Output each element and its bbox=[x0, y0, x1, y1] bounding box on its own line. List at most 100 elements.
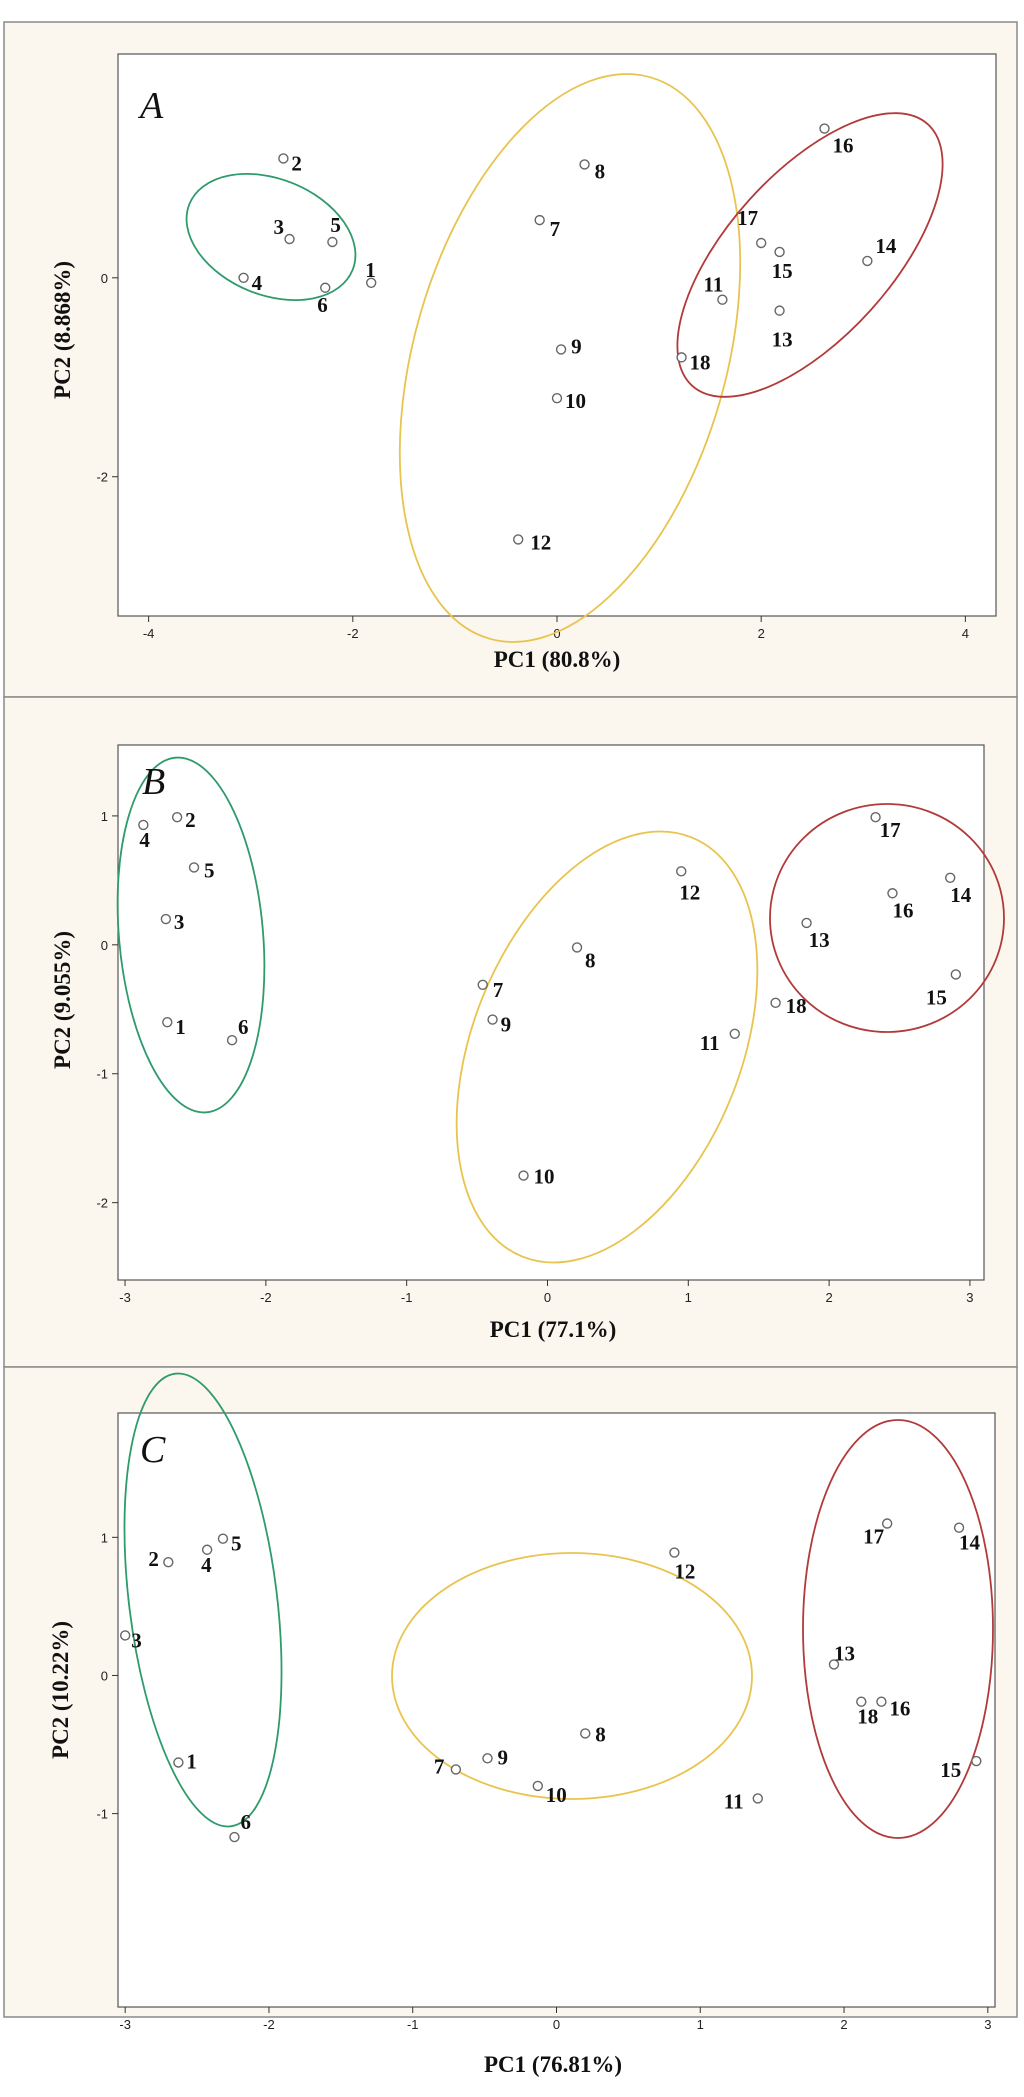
y-tick-label: -2 bbox=[96, 470, 108, 485]
panel-a-cluster-ellipses bbox=[185, 73, 944, 643]
sample-point-label: 17 bbox=[863, 1525, 884, 1549]
sample-point-label: 4 bbox=[201, 1553, 212, 1577]
sample-point-label: 3 bbox=[274, 215, 285, 239]
sample-point-label: 10 bbox=[534, 1165, 555, 1189]
sample-point bbox=[676, 866, 687, 877]
sample-point-label: 8 bbox=[595, 1722, 606, 1746]
sample-point-label: 7 bbox=[434, 1754, 445, 1778]
sample-point bbox=[950, 969, 962, 980]
x-tick-label: 0 bbox=[553, 626, 560, 641]
x-tick-label: -3 bbox=[119, 1290, 131, 1305]
panel-c-cluster-ellipses bbox=[123, 1372, 994, 1839]
sample-point bbox=[162, 1016, 173, 1028]
x-tick-label: 3 bbox=[984, 2017, 991, 2032]
sample-point-label: 2 bbox=[148, 1547, 159, 1571]
sample-point-label: 18 bbox=[690, 350, 711, 374]
sample-point-label: 2 bbox=[291, 151, 302, 175]
panel-b: -3 -2 -1 0 1 2 3-2-101 12345678910111213141516… bbox=[3, 696, 1018, 1368]
sample-point-label: 14 bbox=[875, 234, 897, 258]
x-tick-label: 0 bbox=[544, 1290, 551, 1305]
y-tick-label: 0 bbox=[101, 271, 108, 286]
sample-point-label: 7 bbox=[550, 217, 561, 241]
sample-point bbox=[477, 979, 488, 990]
sample-point bbox=[870, 811, 881, 823]
sample-point-label: 14 bbox=[950, 883, 972, 907]
sample-point bbox=[774, 246, 785, 258]
panel-c-letter: C bbox=[140, 1429, 166, 1471]
panel-b-plot-area bbox=[117, 744, 985, 1281]
sample-point-label: 1 bbox=[175, 1015, 186, 1039]
x-tick-label: 1 bbox=[685, 1290, 692, 1305]
x-tick-label: -2 bbox=[260, 1290, 272, 1305]
cluster-ellipse bbox=[455, 830, 759, 1264]
sample-point bbox=[579, 159, 590, 170]
sample-point bbox=[881, 1518, 893, 1529]
sample-point bbox=[945, 872, 956, 883]
sample-point bbox=[163, 1556, 174, 1568]
sample-point bbox=[819, 123, 830, 134]
sample-point-label: 15 bbox=[940, 1758, 961, 1782]
sample-point bbox=[229, 1831, 240, 1843]
sample-point-label: 5 bbox=[204, 858, 215, 882]
sample-point bbox=[953, 1522, 965, 1533]
cluster-ellipse bbox=[185, 173, 357, 301]
sample-point bbox=[138, 819, 149, 831]
panel-c-ticks: -3 -2 -1 0 1 2 3-101 bbox=[96, 1530, 991, 2032]
panel-c-x-axis-label: PC1 (76.81%) bbox=[484, 2052, 622, 2077]
sample-point bbox=[532, 1780, 544, 1792]
sample-point bbox=[284, 233, 295, 245]
sample-point bbox=[160, 913, 172, 925]
sample-point-label: 4 bbox=[139, 828, 150, 852]
sample-point bbox=[571, 942, 583, 953]
sample-point bbox=[327, 236, 338, 248]
x-tick-label: -4 bbox=[143, 626, 155, 641]
y-tick-label: -1 bbox=[96, 1067, 108, 1082]
panel-c-y-axis-label: PC2 (10.22%) bbox=[48, 1621, 73, 1759]
sample-point bbox=[887, 888, 898, 899]
cluster-ellipse bbox=[123, 1372, 283, 1828]
sample-point bbox=[752, 1793, 763, 1804]
sample-point-label: 12 bbox=[530, 530, 551, 554]
sample-point-label: 18 bbox=[786, 994, 807, 1018]
cluster-ellipse bbox=[116, 756, 266, 1114]
sample-point-label: 10 bbox=[546, 1783, 567, 1807]
x-tick-label: 2 bbox=[840, 2017, 847, 2032]
sample-point-label: 17 bbox=[737, 206, 758, 230]
sample-point bbox=[238, 272, 249, 284]
sample-point bbox=[828, 1659, 840, 1670]
sample-point bbox=[856, 1696, 867, 1707]
sample-point-label: 1 bbox=[186, 1749, 197, 1773]
sample-point bbox=[580, 1728, 591, 1739]
sample-point-label: 16 bbox=[892, 898, 913, 922]
sample-point bbox=[551, 392, 563, 404]
sample-point-label: 2 bbox=[185, 808, 196, 832]
sample-point bbox=[201, 1544, 213, 1555]
sample-point bbox=[770, 997, 781, 1009]
sample-point-label: 15 bbox=[926, 985, 947, 1009]
sample-point-label: 1 bbox=[365, 258, 376, 282]
x-tick-label: -2 bbox=[263, 2017, 275, 2032]
sample-point bbox=[450, 1764, 462, 1775]
sample-point-label: 16 bbox=[832, 134, 853, 158]
x-tick-label: 4 bbox=[962, 626, 969, 641]
sample-point-label: 6 bbox=[238, 1015, 249, 1039]
panel-a-ticks: -4 -2 0 2 4 -2 0 bbox=[96, 271, 969, 641]
sample-point-label: 18 bbox=[857, 1705, 878, 1729]
sample-point bbox=[876, 1696, 887, 1707]
sample-point-label: 5 bbox=[330, 213, 341, 237]
panel-b-y-axis-label: PC2 (9.055%) bbox=[50, 931, 75, 1069]
x-tick-label: 1 bbox=[697, 2017, 704, 2032]
sample-point bbox=[669, 1547, 680, 1558]
panel-b-ticks: -3 -2 -1 0 1 2 3-2-101 bbox=[96, 809, 973, 1305]
sample-point bbox=[365, 277, 377, 288]
sample-point bbox=[171, 811, 183, 823]
x-tick-label: 2 bbox=[758, 626, 765, 641]
sample-point-label: 13 bbox=[809, 928, 830, 952]
panel-a-plot-area bbox=[117, 53, 997, 617]
sample-point bbox=[676, 352, 687, 363]
y-tick-label: 0 bbox=[101, 938, 108, 953]
sample-point bbox=[320, 282, 331, 293]
